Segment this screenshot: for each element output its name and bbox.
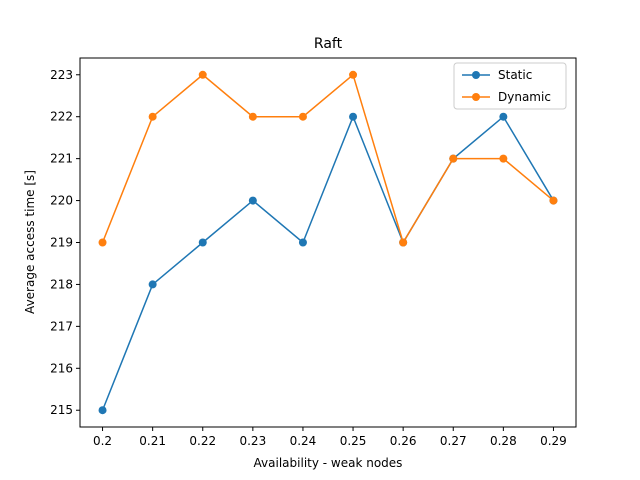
y-tick-label: 217	[50, 319, 73, 333]
data-point-dynamic	[248, 112, 257, 121]
data-point-dynamic	[98, 238, 107, 247]
series-line-dynamic	[101, 73, 554, 245]
y-tick-label: 218	[50, 277, 73, 291]
x-tick-label: 0.28	[490, 434, 517, 448]
chart-title: Raft	[314, 36, 343, 52]
legend-label-dynamic: Dynamic	[498, 90, 551, 104]
data-point-static	[198, 238, 207, 247]
data-point-static	[98, 406, 107, 415]
x-tick-label: 0.26	[390, 434, 417, 448]
legend-marker-static	[472, 71, 480, 79]
y-tick-label: 216	[50, 361, 73, 375]
x-tick-label: 0.27	[440, 434, 467, 448]
data-point-dynamic	[298, 112, 307, 121]
legend-label-static: Static	[498, 68, 532, 82]
y-tick-label: 221	[50, 152, 73, 166]
data-point-static	[298, 238, 307, 247]
x-axis: 0.2 0.21 0.22 0.23 0.24 0.25 0.26 0.27 0.28 0.29	[93, 427, 567, 448]
data-point-static	[248, 196, 257, 205]
y-tick-label: 219	[50, 236, 73, 250]
data-point-dynamic	[198, 70, 207, 79]
y-tick-label: 220	[50, 194, 73, 208]
x-tick-label: 0.29	[540, 434, 567, 448]
x-tick-label: 0.25	[340, 434, 367, 448]
x-axis-label: Availability - weak nodes	[254, 456, 403, 470]
y-tick-label: 223	[50, 68, 73, 82]
data-point-dynamic	[449, 154, 458, 163]
legend-marker-dynamic	[472, 93, 480, 101]
x-tick-label: 0.23	[239, 434, 266, 448]
y-tick-label: 215	[50, 403, 73, 417]
series-line-static	[101, 114, 555, 411]
data-point-dynamic	[148, 112, 157, 121]
data-point-static	[148, 280, 157, 289]
x-tick-label: 0.22	[189, 434, 216, 448]
data-point-static	[499, 112, 508, 121]
plot-area	[98, 70, 558, 415]
y-axis-label: Average access time [s]	[23, 170, 37, 314]
data-point-dynamic	[549, 196, 558, 205]
x-tick-label: 0.24	[290, 434, 317, 448]
data-point-dynamic	[399, 238, 408, 247]
data-point-static	[349, 112, 358, 121]
y-tick-label: 222	[50, 110, 73, 124]
x-tick-label: 0.21	[139, 434, 166, 448]
x-tick-label: 0.2	[93, 434, 112, 448]
legend: Static Dynamic	[453, 62, 567, 110]
data-point-dynamic	[499, 154, 508, 163]
data-point-dynamic	[349, 70, 358, 79]
y-axis: 215 216 217 218 219 220 221 222 223	[50, 68, 80, 417]
